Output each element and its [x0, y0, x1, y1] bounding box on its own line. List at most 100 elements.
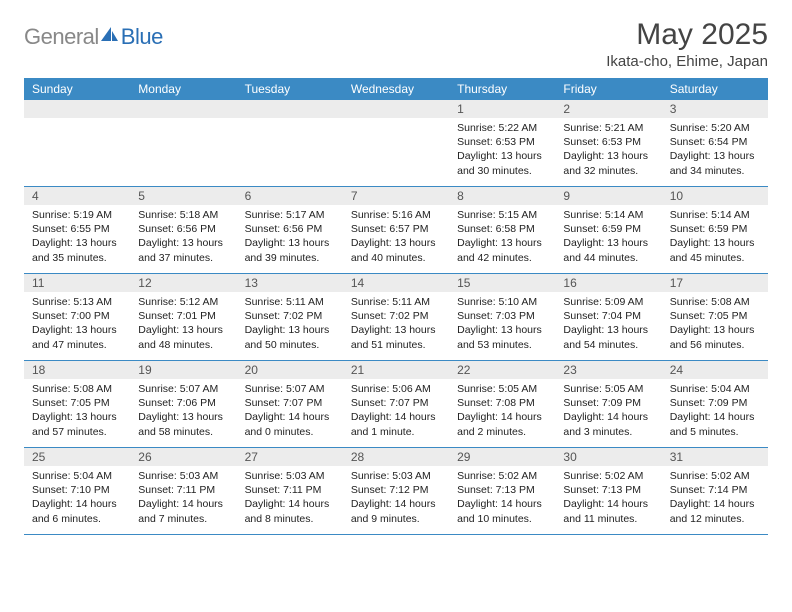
- day-number: 28: [343, 448, 449, 467]
- day-header: Friday: [555, 78, 661, 100]
- day-number-empty: [130, 100, 236, 118]
- calendar-page: General Blue May 2025 Ikata-cho, Ehime, …: [0, 0, 792, 612]
- day-number: 4: [24, 187, 130, 206]
- day-number: 29: [449, 448, 555, 467]
- day-number: 9: [555, 187, 661, 206]
- detail-row: Sunrise: 5:04 AMSunset: 7:10 PMDaylight:…: [24, 466, 768, 534]
- day-header: Sunday: [24, 78, 130, 100]
- detail-row: Sunrise: 5:19 AMSunset: 6:55 PMDaylight:…: [24, 205, 768, 273]
- day-cell: Sunrise: 5:13 AMSunset: 7:00 PMDaylight:…: [24, 292, 130, 360]
- day-number: 3: [662, 100, 768, 118]
- day-number: 19: [130, 361, 236, 380]
- logo: General Blue: [24, 18, 163, 50]
- day-number: 21: [343, 361, 449, 380]
- detail-row: Sunrise: 5:08 AMSunset: 7:05 PMDaylight:…: [24, 379, 768, 447]
- day-cell: Sunrise: 5:02 AMSunset: 7:13 PMDaylight:…: [555, 466, 661, 534]
- day-cell: Sunrise: 5:08 AMSunset: 7:05 PMDaylight:…: [24, 379, 130, 447]
- day-number-empty: [343, 100, 449, 118]
- day-cell: Sunrise: 5:14 AMSunset: 6:59 PMDaylight:…: [555, 205, 661, 273]
- daynum-row: 123: [24, 100, 768, 118]
- day-cell: Sunrise: 5:07 AMSunset: 7:07 PMDaylight:…: [237, 379, 343, 447]
- day-cell: Sunrise: 5:17 AMSunset: 6:56 PMDaylight:…: [237, 205, 343, 273]
- day-cell: Sunrise: 5:10 AMSunset: 7:03 PMDaylight:…: [449, 292, 555, 360]
- day-cell: Sunrise: 5:22 AMSunset: 6:53 PMDaylight:…: [449, 118, 555, 186]
- logo-text-general: General: [24, 24, 99, 50]
- location: Ikata-cho, Ehime, Japan: [606, 53, 768, 70]
- day-header: Saturday: [662, 78, 768, 100]
- day-cell: Sunrise: 5:02 AMSunset: 7:13 PMDaylight:…: [449, 466, 555, 534]
- day-number: 2: [555, 100, 661, 118]
- day-header: Wednesday: [343, 78, 449, 100]
- daynum-row: 25262728293031: [24, 448, 768, 467]
- day-cell: Sunrise: 5:05 AMSunset: 7:09 PMDaylight:…: [555, 379, 661, 447]
- day-cell-empty: [237, 118, 343, 186]
- day-cell: Sunrise: 5:03 AMSunset: 7:11 PMDaylight:…: [237, 466, 343, 534]
- calendar-table: SundayMondayTuesdayWednesdayThursdayFrid…: [24, 78, 768, 535]
- day-cell-empty: [130, 118, 236, 186]
- day-number: 31: [662, 448, 768, 467]
- day-number-empty: [237, 100, 343, 118]
- day-cell: Sunrise: 5:03 AMSunset: 7:12 PMDaylight:…: [343, 466, 449, 534]
- detail-row: Sunrise: 5:13 AMSunset: 7:00 PMDaylight:…: [24, 292, 768, 360]
- day-header: Thursday: [449, 78, 555, 100]
- day-number: 24: [662, 361, 768, 380]
- day-cell: Sunrise: 5:09 AMSunset: 7:04 PMDaylight:…: [555, 292, 661, 360]
- day-number: 14: [343, 274, 449, 293]
- day-number: 8: [449, 187, 555, 206]
- week-separator: [24, 534, 768, 535]
- day-cell: Sunrise: 5:11 AMSunset: 7:02 PMDaylight:…: [343, 292, 449, 360]
- day-cell: Sunrise: 5:19 AMSunset: 6:55 PMDaylight:…: [24, 205, 130, 273]
- day-cell-empty: [343, 118, 449, 186]
- day-cell: Sunrise: 5:21 AMSunset: 6:53 PMDaylight:…: [555, 118, 661, 186]
- day-number: 18: [24, 361, 130, 380]
- day-cell: Sunrise: 5:20 AMSunset: 6:54 PMDaylight:…: [662, 118, 768, 186]
- daynum-row: 18192021222324: [24, 361, 768, 380]
- day-cell: Sunrise: 5:02 AMSunset: 7:14 PMDaylight:…: [662, 466, 768, 534]
- day-cell: Sunrise: 5:11 AMSunset: 7:02 PMDaylight:…: [237, 292, 343, 360]
- day-number: 26: [130, 448, 236, 467]
- calendar-header-row: SundayMondayTuesdayWednesdayThursdayFrid…: [24, 78, 768, 100]
- day-cell: Sunrise: 5:14 AMSunset: 6:59 PMDaylight:…: [662, 205, 768, 273]
- day-number: 23: [555, 361, 661, 380]
- day-number: 15: [449, 274, 555, 293]
- day-cell: Sunrise: 5:16 AMSunset: 6:57 PMDaylight:…: [343, 205, 449, 273]
- day-cell: Sunrise: 5:12 AMSunset: 7:01 PMDaylight:…: [130, 292, 236, 360]
- daynum-row: 45678910: [24, 187, 768, 206]
- day-number: 11: [24, 274, 130, 293]
- day-number: 5: [130, 187, 236, 206]
- day-number: 22: [449, 361, 555, 380]
- day-number: 7: [343, 187, 449, 206]
- day-cell-empty: [24, 118, 130, 186]
- day-cell: Sunrise: 5:07 AMSunset: 7:06 PMDaylight:…: [130, 379, 236, 447]
- day-header: Tuesday: [237, 78, 343, 100]
- day-cell: Sunrise: 5:08 AMSunset: 7:05 PMDaylight:…: [662, 292, 768, 360]
- day-cell: Sunrise: 5:18 AMSunset: 6:56 PMDaylight:…: [130, 205, 236, 273]
- title-block: May 2025 Ikata-cho, Ehime, Japan: [606, 18, 768, 76]
- day-number: 17: [662, 274, 768, 293]
- day-number: 6: [237, 187, 343, 206]
- month-title: May 2025: [606, 18, 768, 51]
- day-number: 20: [237, 361, 343, 380]
- day-header: Monday: [130, 78, 236, 100]
- header: General Blue May 2025 Ikata-cho, Ehime, …: [24, 18, 768, 76]
- day-cell: Sunrise: 5:04 AMSunset: 7:09 PMDaylight:…: [662, 379, 768, 447]
- day-number: 12: [130, 274, 236, 293]
- day-number: 10: [662, 187, 768, 206]
- day-cell: Sunrise: 5:06 AMSunset: 7:07 PMDaylight:…: [343, 379, 449, 447]
- calendar-body: 123Sunrise: 5:22 AMSunset: 6:53 PMDaylig…: [24, 100, 768, 535]
- day-cell: Sunrise: 5:04 AMSunset: 7:10 PMDaylight:…: [24, 466, 130, 534]
- day-cell: Sunrise: 5:15 AMSunset: 6:58 PMDaylight:…: [449, 205, 555, 273]
- day-cell: Sunrise: 5:03 AMSunset: 7:11 PMDaylight:…: [130, 466, 236, 534]
- day-number: 13: [237, 274, 343, 293]
- day-number: 25: [24, 448, 130, 467]
- day-number: 30: [555, 448, 661, 467]
- logo-sail-icon: [99, 25, 119, 50]
- day-number: 27: [237, 448, 343, 467]
- detail-row: Sunrise: 5:22 AMSunset: 6:53 PMDaylight:…: [24, 118, 768, 186]
- day-number: 16: [555, 274, 661, 293]
- day-number: 1: [449, 100, 555, 118]
- day-cell: Sunrise: 5:05 AMSunset: 7:08 PMDaylight:…: [449, 379, 555, 447]
- day-number-empty: [24, 100, 130, 118]
- logo-text-blue: Blue: [121, 24, 163, 50]
- daynum-row: 11121314151617: [24, 274, 768, 293]
